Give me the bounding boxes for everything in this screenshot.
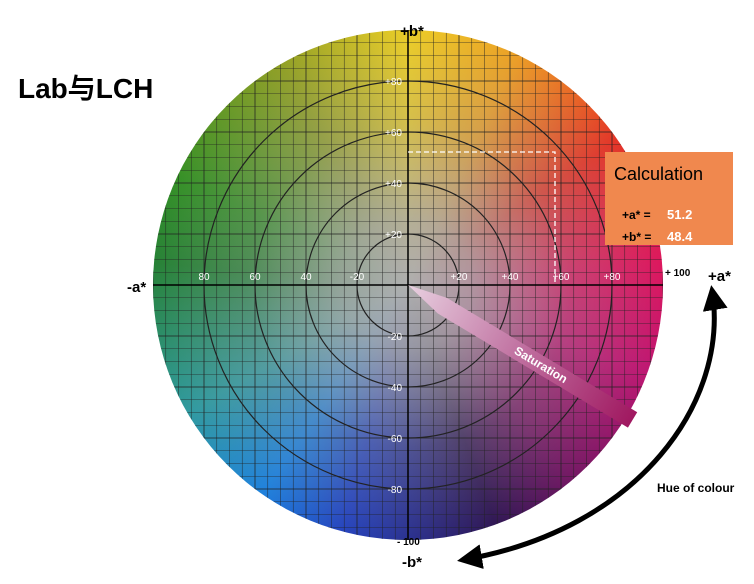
tick-label: -80: [388, 485, 403, 496]
tick-label: +20: [385, 230, 402, 241]
axis-label: -a*: [127, 279, 146, 296]
tick-label: 80: [198, 272, 210, 283]
tick-label: -20: [388, 332, 403, 343]
tick-label: +80: [385, 77, 402, 88]
axis-label: -b*: [402, 554, 422, 571]
tick-label: -40: [388, 383, 403, 394]
tick-label: -20: [350, 272, 365, 283]
dashed-projection: [408, 151, 556, 285]
tick-label: -60: [388, 434, 403, 445]
axis-label: +b*: [400, 23, 424, 40]
tick-label: 60: [249, 272, 261, 283]
tick-label: +40: [502, 272, 519, 283]
calc-value: 51.2: [667, 207, 692, 222]
tick-label: +60: [553, 272, 570, 283]
saturation-pencil: Saturation: [408, 285, 638, 428]
tick-label: 40: [300, 272, 312, 283]
calc-value: 48.4: [667, 229, 693, 244]
tick-label: +40: [385, 179, 402, 190]
tick-label: +60: [385, 128, 402, 139]
calc-box: [605, 152, 733, 245]
hue-arrow: [457, 285, 728, 569]
calc-label: +b* =: [622, 230, 651, 244]
axis-min: - 100: [397, 537, 420, 548]
tick-label: +20: [451, 272, 468, 283]
calc-label: +a* =: [622, 208, 651, 222]
hue-label: Hue of colour: [657, 481, 735, 495]
axis-label: +a*: [708, 268, 731, 285]
axis-max: + 100: [665, 268, 691, 279]
title: Lab与LCH: [18, 73, 153, 104]
tick-label: +80: [604, 272, 621, 283]
calc-title: Calculation: [614, 164, 703, 184]
